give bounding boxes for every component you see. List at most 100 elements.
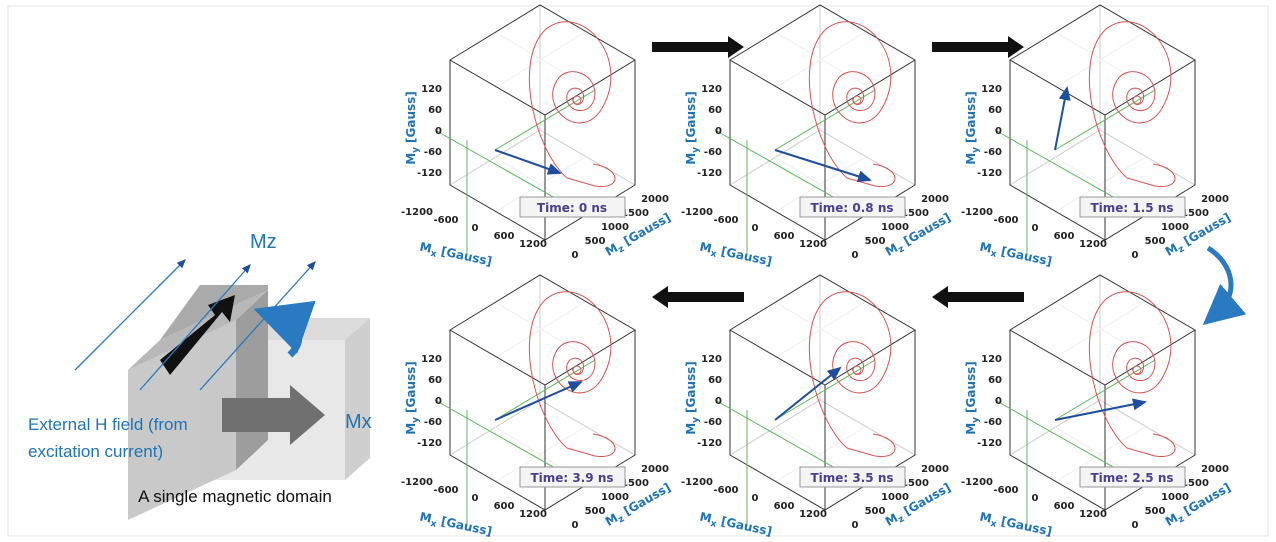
z-tick-label: 500 (1145, 506, 1166, 517)
x-tick-label: -1200 (681, 207, 713, 218)
time-label: Time: 3.9 ns (530, 471, 613, 485)
x-tick-label: -1200 (961, 477, 993, 488)
y-tick-label: -120 (977, 168, 1002, 179)
z-tick-label: 1000 (601, 492, 629, 503)
axis-unit: [Gauss] (404, 91, 418, 143)
axis-subscript: y (971, 417, 981, 423)
axis-subscript: y (971, 147, 981, 153)
y-tick-label: -60 (984, 147, 1002, 158)
time-label: Time: 2.5 ns (1090, 471, 1173, 485)
x-tick-label: 0 (472, 223, 479, 234)
axis-unit: [Gauss] (684, 361, 698, 413)
y-tick-label: 60 (428, 105, 442, 116)
x-tick-label: 600 (1054, 501, 1075, 512)
z-tick-label: 0 (1132, 520, 1139, 531)
z-tick-label: 1000 (881, 492, 909, 503)
z-tick-label: 1000 (1161, 492, 1189, 503)
z-tick-label: 500 (585, 236, 606, 247)
y-tick-label: 0 (995, 126, 1002, 137)
z-tick-label: 500 (865, 236, 886, 247)
axis-symbol: M (404, 423, 418, 435)
y-tick-label: 60 (708, 105, 722, 116)
z-tick-label: 2000 (921, 194, 949, 205)
y-tick-label: -120 (977, 438, 1002, 449)
z-tick-label: 2000 (1201, 464, 1229, 475)
z-tick-label: 500 (585, 506, 606, 517)
y-tick-label: -120 (417, 168, 442, 179)
x-tick-label: 1200 (519, 509, 547, 520)
axis-subscript: y (411, 417, 421, 423)
time-label: Time: 0.8 ns (810, 201, 893, 215)
z-tick-label: 2000 (921, 464, 949, 475)
y-tick-label: -60 (984, 417, 1002, 428)
mz-label: Mz (250, 231, 277, 253)
y-tick-label: -60 (704, 417, 722, 428)
y-tick-label: 60 (988, 105, 1002, 116)
x-tick-label: -600 (713, 485, 738, 496)
y-tick-label: 0 (995, 396, 1002, 407)
z-tick-label: 0 (852, 520, 859, 531)
x-tick-label: -600 (713, 215, 738, 226)
z-tick-label: 2000 (641, 464, 669, 475)
x-tick-label: -1200 (401, 477, 433, 488)
y-tick-label: 0 (435, 126, 442, 137)
x-tick-label: 0 (752, 223, 759, 234)
y-tick-label: -120 (697, 438, 722, 449)
axis-unit: [Gauss] (964, 361, 978, 413)
axis-unit: [Gauss] (684, 91, 698, 143)
x-tick-label: -600 (993, 215, 1018, 226)
axis-symbol: M (964, 423, 978, 435)
x-tick-label: -600 (433, 215, 458, 226)
z-tick-label: 1000 (881, 222, 909, 233)
caption: A single magnetic domain (138, 487, 332, 506)
z-tick-label: 0 (1132, 250, 1139, 261)
x-tick-label: 600 (494, 501, 515, 512)
y-tick-label: 0 (715, 396, 722, 407)
z-tick-label: 2000 (641, 194, 669, 205)
x-tick-label: 0 (1032, 493, 1039, 504)
y-tick-label: 0 (715, 126, 722, 137)
x-tick-label: -1200 (961, 207, 993, 218)
z-tick-label: 500 (1145, 236, 1166, 247)
y-tick-label: -60 (424, 417, 442, 428)
z-tick-label: 500 (865, 506, 886, 517)
x-tick-label: 1200 (1079, 239, 1107, 250)
x-tick-label: -1200 (681, 477, 713, 488)
x-tick-label: 1200 (1079, 509, 1107, 520)
x-tick-label: -1200 (401, 207, 433, 218)
y-tick-label: 120 (701, 354, 722, 365)
z-tick-label: 0 (572, 520, 579, 531)
x-tick-label: 0 (472, 493, 479, 504)
y-tick-label: 60 (988, 375, 1002, 386)
mx-label: Mx (345, 411, 372, 433)
field-label: External H field (from (28, 415, 188, 434)
axis-symbol: M (684, 153, 698, 165)
y-tick-label: 120 (701, 84, 722, 95)
axis-symbol: M (964, 153, 978, 165)
z-tick-label: 2000 (1201, 194, 1229, 205)
time-label: Time: 1.5 ns (1090, 201, 1173, 215)
z-tick-label: 0 (572, 250, 579, 261)
x-tick-label: 600 (1054, 231, 1075, 242)
time-label: Time: 3.5 ns (810, 471, 893, 485)
axis-symbol: M (684, 423, 698, 435)
axis-subscript: y (691, 147, 701, 153)
x-tick-label: 1200 (799, 509, 827, 520)
z-tick-label: 1000 (1161, 222, 1189, 233)
field-label: excitation current) (28, 442, 163, 461)
y-tick-label: 60 (428, 375, 442, 386)
figure: Mz Mx External H field (from excitation … (0, 0, 1276, 542)
axis-unit: [Gauss] (404, 361, 418, 413)
y-tick-label: -120 (417, 438, 442, 449)
x-tick-label: 600 (774, 231, 795, 242)
y-tick-label: 60 (708, 375, 722, 386)
x-tick-label: 0 (1032, 223, 1039, 234)
axis-symbol: M (404, 153, 418, 165)
z-tick-label: 1000 (601, 222, 629, 233)
x-tick-label: -600 (993, 485, 1018, 496)
x-tick-label: 1200 (519, 239, 547, 250)
x-tick-label: 0 (752, 493, 759, 504)
time-label: Time: 0 ns (537, 201, 607, 215)
y-tick-label: 0 (435, 396, 442, 407)
y-tick-label: 120 (981, 354, 1002, 365)
